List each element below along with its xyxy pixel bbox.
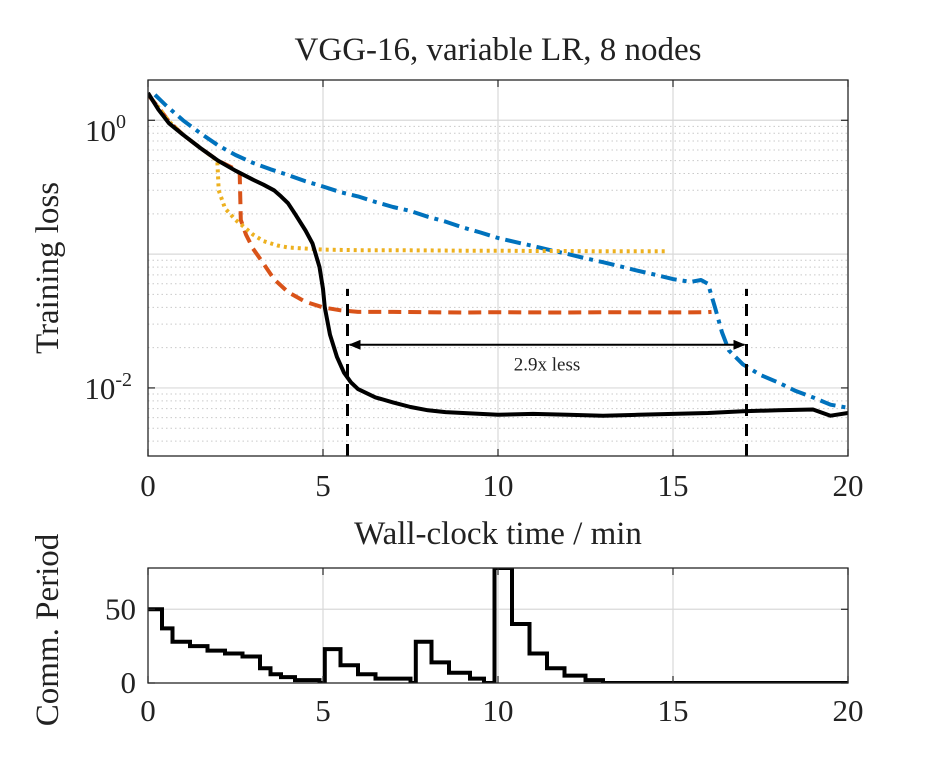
bottom-y-tick-label: 0 [121, 665, 137, 700]
y-tick-label-10e-2: 10-2 [84, 369, 132, 406]
x-tick-label: 0 [140, 468, 156, 503]
x-tick-label: 20 [833, 468, 864, 503]
series-line-4 [148, 91, 848, 418]
bottom-chart-grid [148, 568, 848, 683]
bottom-y-tick-label: 50 [105, 591, 136, 626]
comm-period-chart: 0 5 10 15 20 0 50 Comm. Period [30, 533, 864, 728]
chart-title: VGG-16, variable LR, 8 nodes [295, 32, 702, 68]
bottom-y-axis-label: Comm. Period [30, 533, 66, 726]
series-line-1 [153, 93, 848, 410]
bottom-x-tick-label: 15 [658, 693, 689, 728]
bottom-x-tick-label: 5 [315, 693, 331, 728]
x-tick-label: 15 [658, 468, 689, 503]
comm-period-line [148, 568, 848, 683]
bottom-chart-series [148, 568, 848, 683]
top-chart-ticks: 0 5 10 15 20 [140, 80, 864, 503]
bottom-x-tick-label: 20 [833, 693, 864, 728]
bottom-x-tick-label: 0 [140, 693, 156, 728]
x-tick-label: 10 [483, 468, 514, 503]
top-chart-annotations: 2.9x less [346, 288, 748, 456]
training-loss-chart: 2.9x less 0 5 10 15 20 VGG-16, variable LR, … [30, 32, 864, 552]
y-tick-label-10e0: 100 [85, 111, 126, 148]
x-axis-label: Wall-clock time / min [354, 516, 642, 552]
top-chart-series [148, 91, 848, 418]
bottom-chart-ticks: 0 5 10 15 20 0 50 [105, 568, 864, 728]
series-line-2 [148, 93, 712, 315]
top-chart-grid [148, 79, 848, 456]
annotation-text: 2.9x less [514, 354, 581, 375]
x-tick-label: 5 [315, 468, 331, 503]
bottom-x-tick-label: 10 [483, 693, 514, 728]
series-line-3 [148, 93, 666, 254]
top-y-axis-label: Training loss [30, 182, 66, 354]
